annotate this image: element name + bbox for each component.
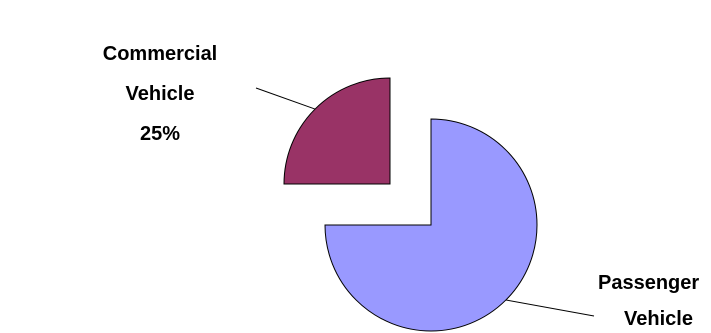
pie-slices xyxy=(283,77,538,332)
slice-label-commercial-line1: Commercial xyxy=(103,43,218,65)
slice-label-commercial-percent: 25% xyxy=(140,123,180,145)
slice-labels: Commercial Vehicle 25% Passenger Vehicle xyxy=(103,43,700,330)
slice-passenger-vehicle-leader-line xyxy=(505,299,595,317)
slice-commercial-vehicle xyxy=(283,77,391,185)
slice-label-passenger-line2: Vehicle xyxy=(624,308,693,330)
slice-passenger-vehicle xyxy=(324,118,538,332)
leader-lines xyxy=(255,87,595,317)
slice-label-passenger-line1: Passenger xyxy=(598,272,699,294)
slice-commercial-vehicle-leader-line xyxy=(255,87,316,110)
slice-label-commercial-line2: Vehicle xyxy=(126,83,195,105)
